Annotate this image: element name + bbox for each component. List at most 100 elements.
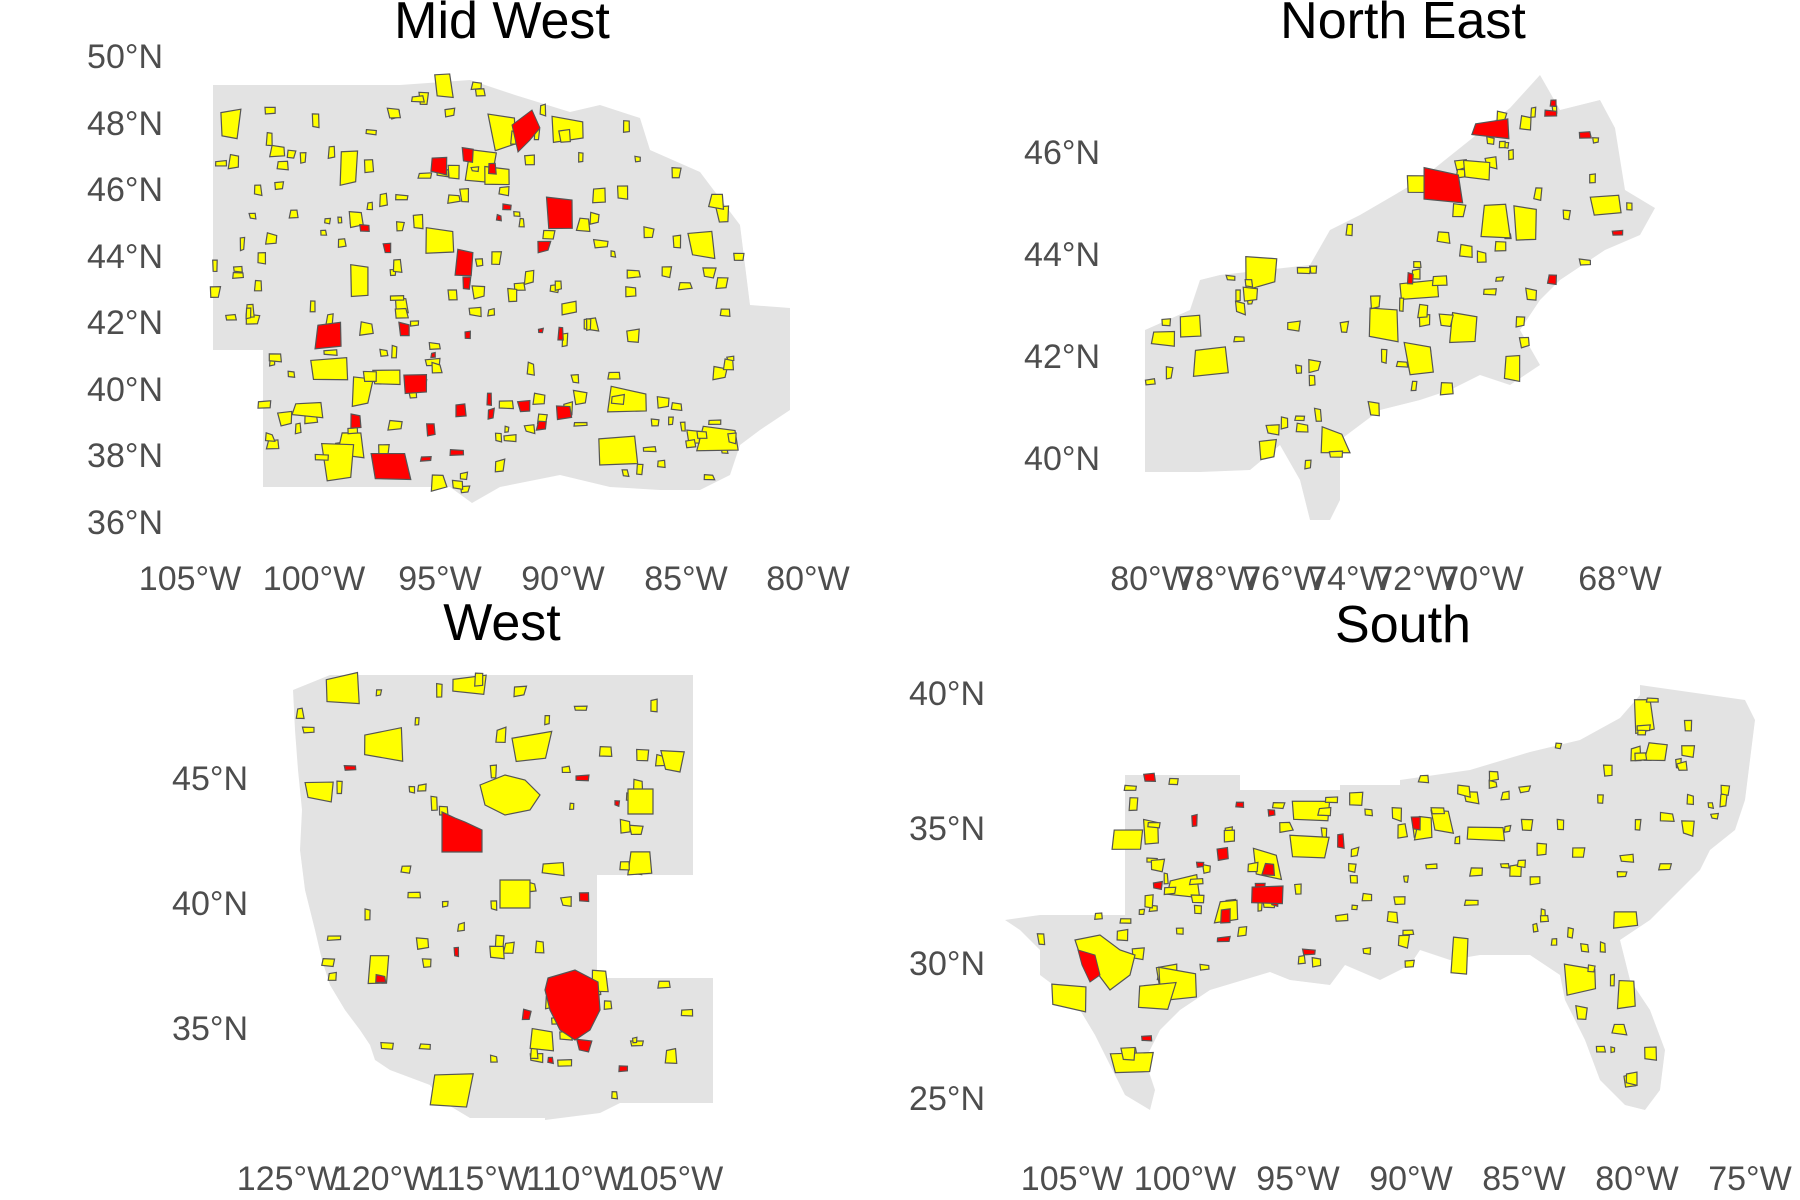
midwest-selected-area	[470, 81, 482, 91]
west-ytick: 40°N	[172, 885, 248, 923]
midwest-selected-area	[636, 463, 644, 476]
midwest-selected-area	[412, 213, 424, 230]
south-selected-area	[1625, 1071, 1638, 1087]
midwest-selected-area	[498, 400, 515, 410]
south-selected-area	[1163, 886, 1177, 896]
northeast-selected-area	[1399, 279, 1440, 300]
west-selected-area	[436, 682, 443, 698]
northeast-selected-area	[1449, 311, 1478, 344]
midwest-highlighted-area	[403, 373, 428, 395]
south-selected-area	[1634, 752, 1648, 762]
south-highlighted-area	[1216, 935, 1231, 943]
west-highlighted-area	[618, 1065, 629, 1073]
midwest-selected-area	[265, 131, 273, 147]
midwest-selected-area	[387, 419, 403, 431]
south-selected-area	[1317, 806, 1332, 817]
south-selected-area	[1334, 913, 1349, 922]
midwest-selected-area	[276, 160, 289, 171]
northeast-selected-area	[1503, 354, 1521, 383]
midwest-selected-area	[727, 432, 737, 445]
northeast-selected-area	[1233, 336, 1245, 343]
midwest-selected-area	[733, 252, 745, 262]
west-selected-oregon-blob	[479, 774, 541, 816]
west-selected-nevada	[499, 879, 531, 909]
midwest-selected-area	[468, 306, 482, 318]
midwest-selected-area	[504, 425, 510, 433]
northeast-selected-area	[1294, 415, 1306, 422]
midwest-selected-area	[715, 205, 730, 223]
northeast-selected-area	[1369, 295, 1381, 310]
midwest-selected-area	[392, 258, 403, 274]
west-selected-area	[421, 958, 432, 969]
northeast-ytick: 44°N	[1024, 236, 1100, 274]
south-xtick: 85°W	[1482, 1160, 1566, 1198]
midwest-selected-area	[431, 361, 443, 374]
midwest-selected-area	[507, 287, 518, 303]
midwest-selected-area	[379, 192, 389, 208]
south-selected-area	[1463, 899, 1479, 907]
south-xtick: 75°W	[1708, 1160, 1792, 1198]
south-highlighted-area	[1216, 846, 1229, 862]
midwest-selected-area	[447, 289, 458, 301]
midwest-selected-area	[359, 321, 374, 336]
west-selected-area	[541, 861, 565, 877]
west-selected-area	[559, 895, 572, 908]
south-xtick: 100°W	[1134, 1160, 1236, 1198]
south-title: South	[1335, 596, 1471, 654]
west-selected-area	[326, 935, 342, 942]
south-selected-area	[1150, 858, 1166, 873]
south-selected-area	[1499, 863, 1510, 869]
midwest-ytick: 50°N	[87, 38, 163, 76]
west-selected-area	[301, 726, 315, 734]
west-selected-area	[429, 1073, 474, 1108]
northeast-selected-area	[1313, 407, 1323, 422]
midwest-ytick: 48°N	[87, 105, 163, 143]
northeast-map-panel: North East 46°N 44°N 42°N 40°N 80°W 78°W…	[1024, 0, 1662, 598]
midwest-selected-area	[253, 184, 263, 197]
south-selected-area	[1611, 1023, 1628, 1036]
midwest-selected-area	[661, 266, 673, 279]
south-selected-area	[1425, 863, 1438, 870]
midwest-selected-area	[253, 279, 263, 292]
midwest-selected-area	[670, 401, 683, 412]
midwest-selected-area	[444, 107, 456, 118]
midwest-selected-area	[215, 159, 228, 167]
south-selected-area	[1500, 790, 1510, 801]
midwest-selected-area	[309, 300, 316, 313]
northeast-ytick: 46°N	[1024, 134, 1100, 172]
midwest-selected-area	[572, 389, 588, 406]
midwest-selected-area	[299, 152, 307, 164]
northeast-highlighted-area	[1406, 271, 1414, 285]
midwest-selected-areas	[209, 73, 745, 494]
northeast-xtick: 74°W	[1308, 560, 1392, 598]
west-selected-area	[573, 705, 588, 711]
west-selected-area	[325, 671, 360, 705]
south-selected-area	[1609, 973, 1616, 987]
south-xtick: 80°W	[1595, 1160, 1679, 1198]
northeast-selected-area	[1242, 286, 1259, 302]
midwest-selected-area	[471, 285, 486, 300]
west-selected-area	[502, 941, 515, 954]
midwest-selected-area	[610, 393, 626, 405]
midwest-selected-area	[417, 172, 433, 179]
midwest-selected-area	[232, 271, 245, 279]
midwest-selected-area	[327, 145, 336, 160]
midwest-selected-area	[642, 445, 657, 453]
west-highlighted-areas	[343, 765, 629, 1073]
south-selected-area	[1237, 925, 1248, 938]
northeast-selected-areas	[1144, 105, 1633, 470]
midwest-selected-area	[227, 153, 240, 170]
northeast-selected-area	[1439, 381, 1454, 396]
northeast-selected-area	[1245, 255, 1278, 291]
northeast-selected-area	[1295, 422, 1309, 433]
west-selected-area	[474, 672, 484, 687]
northeast-selected-area	[1458, 243, 1473, 259]
west-selected-area	[627, 851, 653, 876]
south-selected-area	[1657, 863, 1673, 871]
south-selected-area	[1457, 784, 1471, 799]
south-selected-area	[1587, 964, 1596, 973]
midwest-selected-area	[634, 155, 641, 163]
midwest-selected-area	[643, 226, 655, 239]
midwest-selected-area	[656, 395, 670, 409]
northeast-highlighted-areas	[1406, 99, 1624, 286]
